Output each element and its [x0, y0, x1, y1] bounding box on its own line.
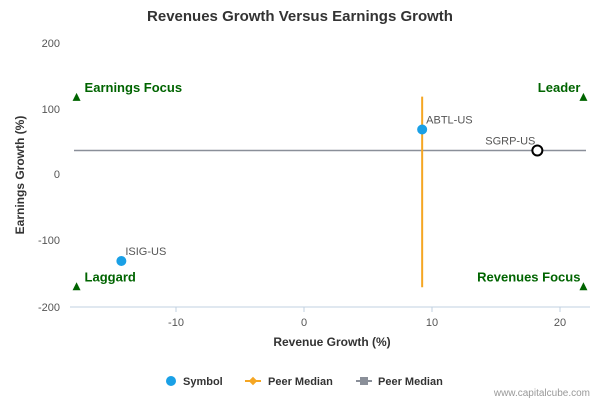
quadrant-marker	[579, 92, 588, 101]
quadrant-label: Laggard	[85, 269, 136, 284]
quadrant-labels: Earnings Focus Leader Laggard Revenues Focu…	[72, 80, 588, 291]
legend: Symbol Peer Median Peer Median	[166, 376, 443, 388]
y-tick-minus-200: -200	[38, 302, 60, 314]
y-tick-0: 0	[54, 169, 60, 181]
legend-orange-diamond	[248, 376, 258, 386]
legend-peer-median-label-2: Peer Median	[378, 376, 443, 388]
y-axis-title: Earnings Growth (%)	[13, 116, 27, 235]
data-points: ABTL-US SGRP-US ISIG-US	[116, 114, 544, 266]
x-tick-20: 20	[554, 317, 566, 329]
data-point-label: ABTL-US	[426, 114, 472, 126]
quadrant-marker	[72, 282, 81, 291]
legend-item-symbol[interactable]: Symbol	[166, 376, 223, 388]
legend-symbol-marker	[166, 376, 176, 386]
data-point[interactable]	[116, 255, 127, 266]
quadrant-label: Revenues Focus	[477, 269, 580, 284]
data-point-label: SGRP-US	[485, 136, 535, 148]
chart-title: Revenues Growth Versus Earnings Growth	[147, 8, 453, 25]
quadrant-label: Earnings Focus	[85, 80, 183, 95]
credit-link[interactable]: www.capitalcube.com	[493, 388, 590, 399]
legend-gray-square	[360, 377, 368, 385]
legend-peer-median-label-1: Peer Median	[268, 376, 333, 388]
legend-item-peer-median-orange[interactable]: Peer Median	[245, 376, 333, 388]
legend-symbol-label: Symbol	[183, 376, 223, 388]
quadrant-marker	[72, 92, 81, 101]
quadrant-label: Leader	[538, 80, 581, 95]
legend-item-peer-median-gray[interactable]: Peer Median	[356, 376, 443, 388]
data-point-label: ISIG-US	[125, 246, 166, 258]
x-tick-10: 10	[426, 317, 438, 329]
x-tick-minus-10: -10	[168, 317, 184, 329]
y-tick-100: 100	[42, 104, 60, 116]
data-point[interactable]	[531, 144, 544, 157]
y-tick-minus-100: -100	[38, 235, 60, 247]
data-point[interactable]	[417, 124, 428, 135]
y-tick-200: 200	[42, 38, 60, 50]
quadrant-marker	[579, 282, 588, 291]
x-axis-title: Revenue Growth (%)	[273, 335, 390, 349]
x-tick-0: 0	[301, 317, 307, 329]
